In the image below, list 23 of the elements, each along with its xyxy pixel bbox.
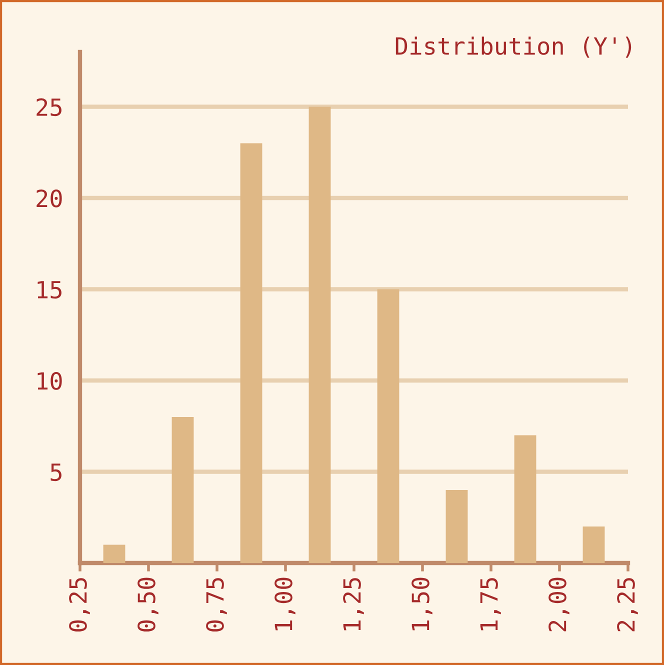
y-tick-label: 25: [36, 98, 62, 116]
bar: [308, 106, 331, 563]
bar: [172, 417, 194, 563]
x-tick-label: 0,75: [206, 578, 227, 632]
bar: [240, 143, 262, 563]
chart-title: Distribution (Y'): [396, 36, 632, 58]
bar: [446, 490, 468, 563]
y-tick-label: 15: [38, 281, 62, 299]
x-tick-label: 2,25: [617, 578, 638, 632]
x-tick-label: 0,50: [138, 578, 158, 632]
y-tick-label: 20: [36, 190, 62, 208]
x-tick-label: 2,00: [548, 578, 570, 632]
x-tick-label: 0,25: [69, 578, 90, 632]
bar: [103, 544, 126, 563]
y-tick-label: 5: [50, 464, 62, 482]
bar: [514, 435, 536, 563]
x-tick-label: 1,75: [480, 578, 501, 630]
x-tick-label: 1,25: [343, 578, 364, 630]
bar: [582, 526, 605, 563]
x-tick-label: 1,00: [274, 578, 296, 630]
y-tick-label: 10: [38, 372, 62, 390]
bar: [377, 289, 400, 563]
x-tick-label: 1,50: [412, 578, 432, 630]
